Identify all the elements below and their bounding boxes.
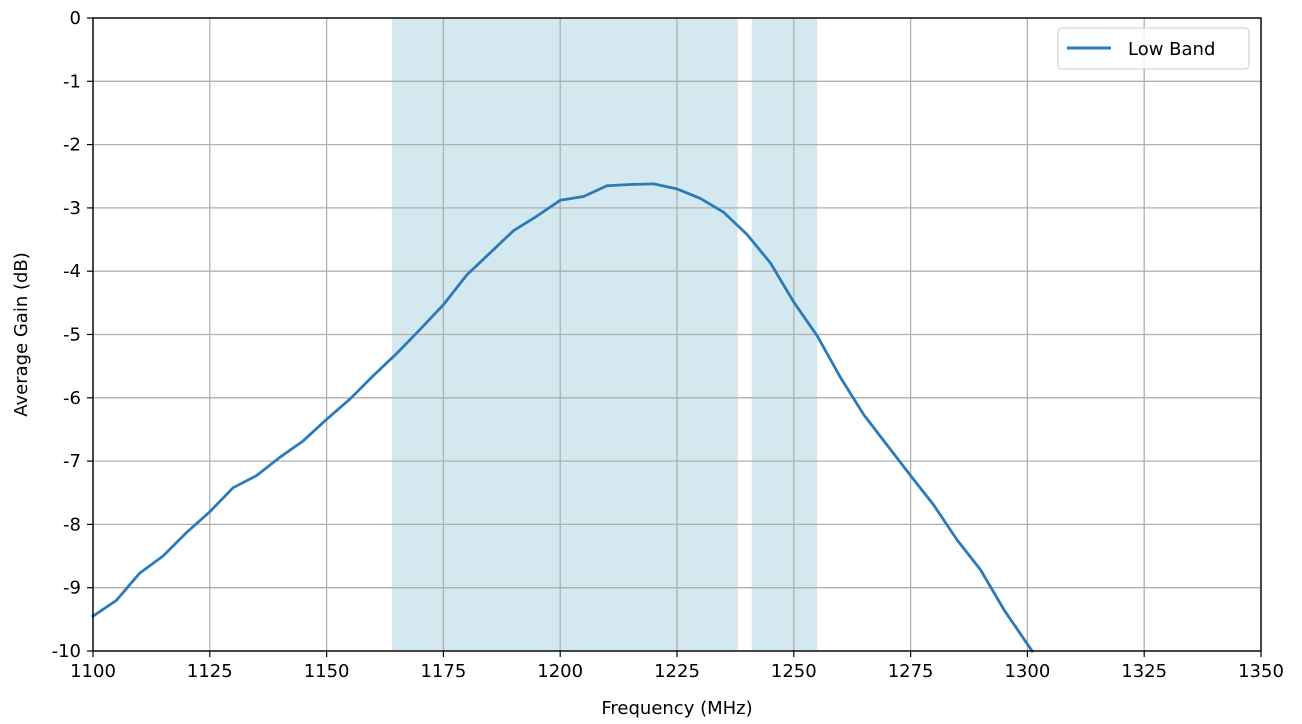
x-tick-label: 1350 — [1238, 661, 1284, 682]
x-tick-label: 1100 — [70, 661, 116, 682]
y-tick-label: 0 — [70, 8, 81, 29]
legend-label-low-band: Low Band — [1128, 39, 1215, 60]
legend: Low Band — [1057, 27, 1250, 70]
x-tick-label: 1200 — [537, 661, 583, 682]
x-axis-ticks: 1100 1125 1150 1175 1200 1225 1250 1275 1300 1325… — [70, 651, 1284, 682]
y-tick-label: -7 — [63, 451, 81, 472]
x-tick-label: 1250 — [771, 661, 817, 682]
x-tick-label: 1275 — [888, 661, 934, 682]
y-tick-label: -1 — [63, 71, 81, 92]
y-axis-label: Average Gain (dB) — [11, 252, 32, 417]
y-tick-label: -3 — [63, 198, 81, 219]
y-tick-label: -6 — [63, 388, 81, 409]
y-tick-label: -10 — [52, 641, 81, 662]
series-layer — [91, 182, 1035, 653]
legend-box — [1057, 27, 1250, 70]
y-axis-ticks: 0 -1 -2 -3 -4 -5 -6 -7 -8 -9 -10 — [52, 8, 93, 662]
y-tick-label: -8 — [63, 514, 81, 535]
x-tick-label: 1125 — [187, 661, 233, 682]
y-tick-label: -9 — [63, 578, 81, 599]
x-tick-label: 1325 — [1121, 661, 1167, 682]
x-tick-label: 1150 — [304, 661, 350, 682]
y-tick-label: -4 — [63, 261, 81, 282]
y-tick-label: -5 — [63, 325, 81, 346]
x-tick-label: 1225 — [654, 661, 700, 682]
x-tick-label: 1175 — [420, 661, 466, 682]
x-tick-label: 1300 — [1004, 661, 1050, 682]
y-tick-label: -2 — [63, 135, 81, 156]
series-line-low-band — [91, 182, 1035, 653]
x-axis-label: Frequency (MHz) — [601, 698, 752, 719]
